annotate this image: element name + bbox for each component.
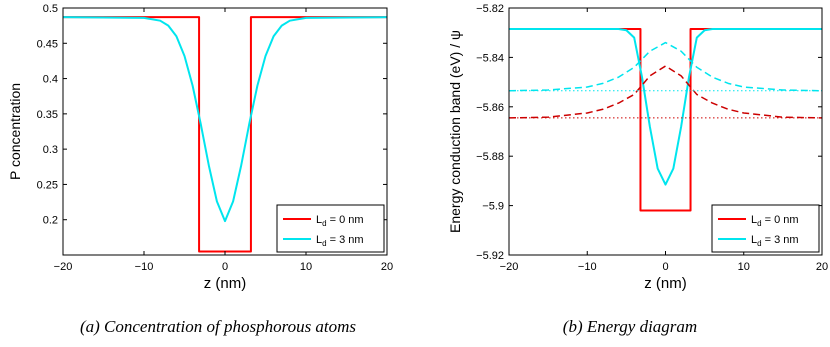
- legend-box: [711, 204, 820, 253]
- caption-concentration: (a) Concentration of phosphorous atoms: [80, 317, 356, 336]
- x-tick-label: −10: [578, 261, 597, 273]
- series-line-2: [509, 27, 822, 186]
- x-axis-label: z (nm): [644, 275, 687, 292]
- y-tick-label: 0.3: [43, 144, 58, 156]
- y-tick-label: 0.35: [37, 109, 58, 121]
- legend-label: Ld = 3 nm: [316, 234, 364, 248]
- x-tick-label: 10: [738, 261, 750, 273]
- x-axis-label: z (nm): [204, 275, 247, 292]
- x-tick-label: 10: [300, 261, 312, 273]
- energy-chart: −20 −10 0 10 20 −5.92 −5.9 −5.88 −5.86 −5.84 −5.82…: [447, 3, 828, 292]
- x-tick-label: 0: [662, 261, 668, 273]
- series-line-4: [509, 65, 822, 119]
- x-tick-label: 20: [381, 261, 393, 273]
- legend-label: Ld = 0 nm: [316, 214, 364, 228]
- series-group: [509, 27, 822, 212]
- y-axis-label: Energy conduction band (eV) / ψ: [447, 30, 463, 233]
- y-tick-label: −5.92: [476, 250, 504, 262]
- x-tick-label: −10: [135, 261, 154, 273]
- y-tick-label: 0.2: [43, 215, 58, 227]
- y-tick-label: −5.82: [476, 3, 504, 15]
- y-tick-label: 0.25: [37, 179, 58, 191]
- legend-label: Ld = 0 nm: [751, 214, 799, 228]
- x-tick-label: 0: [222, 261, 228, 273]
- series-line-3: [509, 41, 822, 92]
- legend: Ld = 0 nm Ld = 3 nm: [711, 204, 820, 253]
- x-tick-label: −20: [54, 261, 73, 273]
- y-tick-label: 0.45: [37, 38, 58, 50]
- legend: Ld = 0 nm Ld = 3 nm: [276, 204, 385, 253]
- x-tick-label: −20: [500, 261, 519, 273]
- x-tick-label: 20: [816, 261, 828, 273]
- y-tick-label: −5.84: [476, 52, 504, 64]
- y-tick-label: 0.5: [43, 3, 58, 15]
- legend-label: Ld = 3 nm: [751, 234, 799, 248]
- series-line-2: [63, 16, 387, 223]
- legend-box: [276, 204, 385, 253]
- y-axis-label: P concentration: [7, 83, 23, 180]
- y-tick-label: −5.86: [476, 102, 504, 114]
- y-tick-label: −5.88: [476, 151, 504, 163]
- caption-energy: (b) Energy diagram: [563, 317, 697, 336]
- y-tick-label: −5.9: [482, 201, 504, 213]
- y-tick-label: 0.4: [43, 74, 58, 86]
- concentration-chart: −20 −10 0 10 20 0.2 0.25 0.3 0.35 0.4 0.45 0.5 z (nm…: [7, 3, 393, 292]
